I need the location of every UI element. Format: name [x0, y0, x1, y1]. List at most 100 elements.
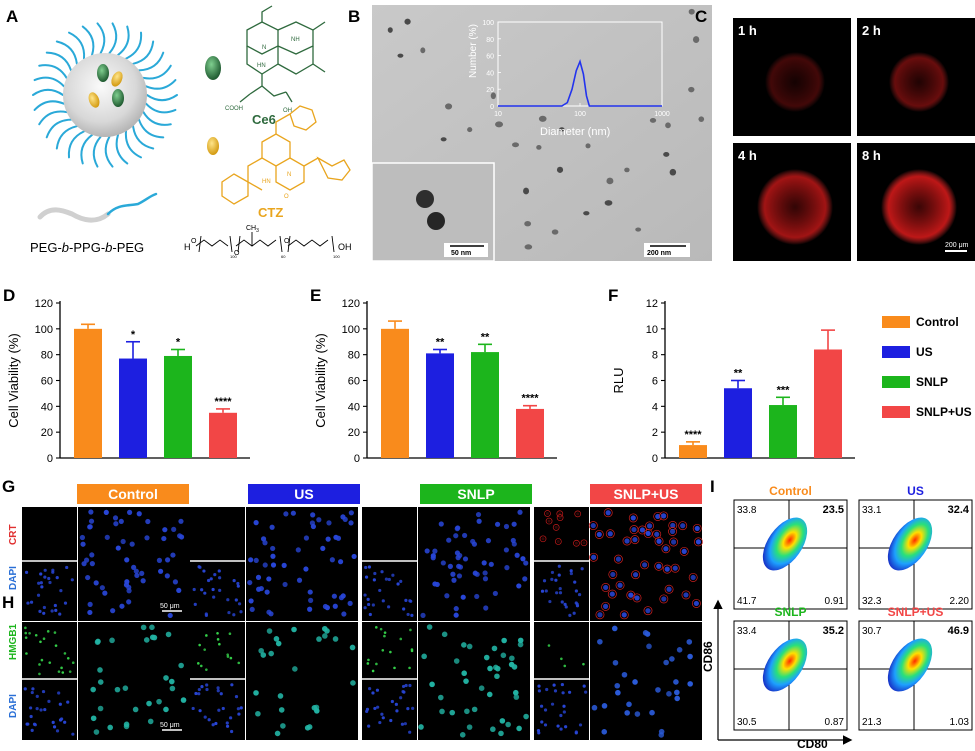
cell-membrane [654, 561, 664, 571]
cell-nucleus [140, 624, 147, 631]
cell-nucleus [576, 512, 580, 516]
cell-nucleus [603, 584, 609, 591]
cell-nucleus [408, 666, 411, 670]
panel-i-letter: I [710, 477, 715, 496]
cell-nucleus [466, 643, 473, 650]
cell-nucleus [202, 569, 206, 573]
tem-particle [688, 8, 695, 15]
cell-nucleus [373, 571, 377, 576]
cell-nucleus [281, 562, 287, 568]
flow-density [887, 517, 933, 571]
cell-nucleus [178, 518, 184, 524]
formula-h: H [184, 242, 191, 252]
tem-particle [649, 118, 657, 123]
formula-o: O [284, 238, 290, 245]
group-header-label: Control [108, 486, 158, 502]
cell-nucleus [536, 728, 541, 733]
cell-membrane [630, 535, 640, 545]
cell-nucleus [666, 691, 672, 697]
y-tick-label: 40 [41, 401, 53, 413]
cell-nucleus [66, 656, 70, 660]
cell-nucleus [559, 713, 563, 718]
cell-nucleus [663, 546, 669, 552]
cell-nucleus [574, 589, 578, 593]
legend-label: Control [916, 315, 959, 329]
cell-nucleus [573, 580, 577, 584]
cell-membrane [619, 610, 629, 620]
dls-xtick-label: 10 [494, 111, 502, 118]
y-tick-label: 4 [652, 401, 658, 413]
cell-nucleus [574, 541, 578, 545]
peg-chain [142, 111, 172, 126]
cell-membrane [679, 546, 689, 556]
peg-chain [96, 22, 106, 55]
cell-nucleus [501, 637, 507, 644]
micrograph-scale-label: 50 μm [160, 722, 180, 729]
cell-nucleus [516, 583, 522, 589]
cell-nucleus [654, 531, 660, 537]
cell-nucleus [607, 531, 613, 537]
cell-nucleus [550, 570, 555, 575]
cell-nucleus [463, 678, 469, 684]
cell-nucleus [539, 704, 544, 708]
cell-nucleus [372, 578, 376, 582]
cd86-label: CD86 [701, 641, 715, 672]
dls-ytick-label: 20 [486, 87, 494, 94]
cell-nucleus [25, 652, 28, 655]
panel-a-letter: A [6, 7, 18, 26]
cell-nucleus [500, 652, 507, 659]
cell-nucleus [462, 556, 469, 562]
cell-nucleus [234, 598, 238, 602]
cell-nucleus [151, 634, 158, 641]
cell-nucleus [39, 581, 43, 585]
cell-nucleus [368, 612, 372, 617]
cell-nucleus [574, 601, 578, 605]
cell-nucleus [687, 681, 693, 687]
cell-nucleus [230, 729, 234, 734]
quadrant-ur-value: 35.2 [823, 625, 844, 637]
tem-zoom-particle [416, 190, 434, 208]
y-tick-label: 60 [41, 376, 53, 388]
cell-nucleus [591, 704, 598, 711]
peg-chain [104, 135, 114, 168]
cell-nucleus [28, 631, 31, 635]
cell-nucleus [567, 690, 572, 694]
cell-nucleus [645, 608, 651, 614]
cell-nucleus [156, 698, 162, 705]
panel-a: A N NH HN COOH OH Ce6 [6, 5, 352, 259]
dls-xtick-label: 100 [574, 111, 586, 118]
cell-nucleus [158, 568, 164, 574]
cell-nucleus [471, 706, 478, 713]
bar-control [679, 445, 707, 458]
spheroid-fluorescence [757, 169, 833, 245]
legend-label: SNLP [916, 375, 948, 389]
formula-n3: 100 [333, 254, 340, 259]
micrograph-small-column [534, 622, 589, 740]
cell-membrane [605, 529, 615, 539]
group-header-label: SNLP [457, 486, 494, 502]
cell-nucleus [26, 722, 30, 726]
cell-nucleus [38, 672, 41, 676]
cell-nucleus [548, 599, 552, 604]
cell-nucleus [562, 704, 566, 708]
cell-nucleus [331, 593, 337, 599]
cell-nucleus [453, 606, 459, 612]
cell-nucleus [396, 582, 400, 586]
cell-nucleus [36, 593, 41, 597]
quadrant-ul-value: 30.7 [862, 626, 882, 637]
cell-nucleus [462, 532, 468, 539]
cell-nucleus [282, 581, 288, 588]
tem-particle [551, 229, 559, 235]
cell-nucleus [140, 578, 146, 584]
cell-nucleus [247, 579, 253, 586]
cell-nucleus [492, 590, 498, 597]
cell-nucleus [367, 565, 371, 569]
peg-chain [33, 76, 65, 88]
cell-nucleus [307, 589, 313, 595]
cell-nucleus [164, 557, 171, 563]
hmgb1-row-label: HMGB1 [8, 623, 19, 660]
group-header [590, 484, 702, 504]
cell-nucleus [326, 520, 332, 526]
cell-nucleus [550, 577, 554, 581]
